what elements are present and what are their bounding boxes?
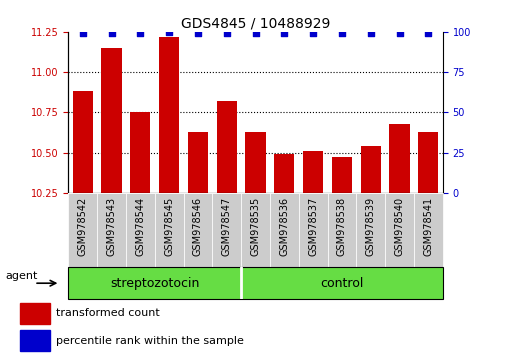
Point <box>280 31 288 36</box>
Text: GSM978538: GSM978538 <box>336 197 346 256</box>
Text: GSM978535: GSM978535 <box>250 197 260 256</box>
Text: GSM978539: GSM978539 <box>365 197 375 256</box>
Point <box>136 31 144 36</box>
FancyBboxPatch shape <box>68 193 97 267</box>
Text: control: control <box>320 277 363 290</box>
Bar <box>20 303 50 324</box>
FancyBboxPatch shape <box>212 193 241 267</box>
Point <box>424 31 432 36</box>
Point <box>165 29 173 35</box>
Text: GSM978546: GSM978546 <box>192 197 203 256</box>
FancyBboxPatch shape <box>384 193 413 267</box>
FancyBboxPatch shape <box>97 193 126 267</box>
FancyBboxPatch shape <box>269 193 298 267</box>
Text: agent: agent <box>5 271 37 281</box>
Point <box>107 31 115 36</box>
Bar <box>20 330 50 351</box>
Text: percentile rank within the sample: percentile rank within the sample <box>56 336 243 346</box>
Bar <box>159 37 179 193</box>
Bar <box>187 132 208 193</box>
FancyBboxPatch shape <box>126 193 155 267</box>
Point <box>337 31 345 36</box>
Point <box>78 31 86 36</box>
Text: GSM978547: GSM978547 <box>221 197 231 256</box>
Text: GSM978542: GSM978542 <box>78 197 87 256</box>
Bar <box>216 101 236 193</box>
Text: GSM978537: GSM978537 <box>308 197 318 256</box>
Point <box>309 31 317 36</box>
Text: GSM978541: GSM978541 <box>423 197 432 256</box>
FancyBboxPatch shape <box>183 193 212 267</box>
FancyBboxPatch shape <box>241 193 269 267</box>
FancyBboxPatch shape <box>327 193 356 267</box>
Bar <box>274 154 294 193</box>
Point <box>193 31 201 36</box>
Text: GSM978536: GSM978536 <box>279 197 289 256</box>
Point <box>222 31 230 36</box>
Point <box>395 31 403 36</box>
FancyBboxPatch shape <box>298 193 327 267</box>
Title: GDS4845 / 10488929: GDS4845 / 10488929 <box>180 17 330 31</box>
Point <box>251 31 259 36</box>
Bar <box>418 132 437 193</box>
Text: GSM978540: GSM978540 <box>394 197 403 256</box>
Text: streptozotocin: streptozotocin <box>110 277 199 290</box>
Bar <box>130 113 150 193</box>
Bar <box>245 132 265 193</box>
FancyBboxPatch shape <box>155 193 183 267</box>
FancyBboxPatch shape <box>356 193 384 267</box>
Bar <box>73 91 92 193</box>
Text: transformed count: transformed count <box>56 308 160 318</box>
Bar <box>302 151 323 193</box>
Point <box>366 31 374 36</box>
Text: GSM978545: GSM978545 <box>164 197 174 256</box>
Bar <box>360 146 380 193</box>
FancyBboxPatch shape <box>413 193 442 267</box>
Bar <box>101 48 121 193</box>
Bar <box>331 158 351 193</box>
Bar <box>389 124 409 193</box>
Text: GSM978543: GSM978543 <box>107 197 116 256</box>
Text: GSM978544: GSM978544 <box>135 197 145 256</box>
